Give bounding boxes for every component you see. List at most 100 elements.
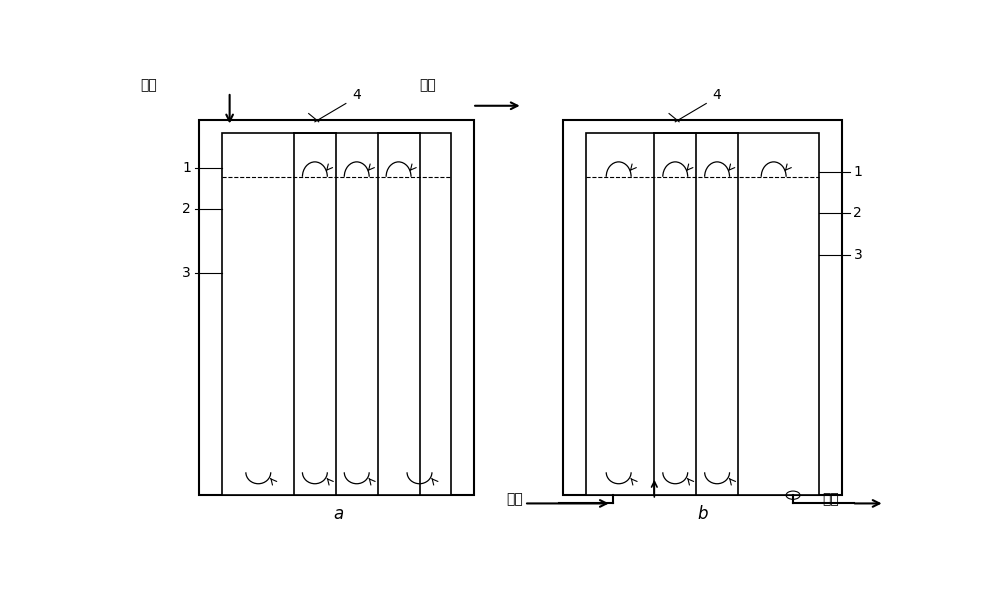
Polygon shape <box>720 377 734 393</box>
Polygon shape <box>703 464 716 479</box>
Polygon shape <box>651 262 664 278</box>
Polygon shape <box>790 435 804 450</box>
Polygon shape <box>383 420 396 436</box>
Polygon shape <box>243 449 257 465</box>
Polygon shape <box>764 220 778 235</box>
Polygon shape <box>313 162 326 178</box>
Polygon shape <box>590 306 604 321</box>
Polygon shape <box>677 220 691 235</box>
Polygon shape <box>625 134 638 149</box>
Polygon shape <box>269 406 282 422</box>
Polygon shape <box>642 162 656 178</box>
Polygon shape <box>747 248 760 264</box>
Polygon shape <box>685 176 699 192</box>
Polygon shape <box>598 291 612 307</box>
Polygon shape <box>356 464 370 479</box>
Polygon shape <box>295 392 309 408</box>
Polygon shape <box>304 291 317 307</box>
Polygon shape <box>729 277 743 293</box>
Polygon shape <box>269 205 282 221</box>
Polygon shape <box>616 291 629 307</box>
Polygon shape <box>330 334 344 350</box>
Polygon shape <box>799 306 813 321</box>
Polygon shape <box>616 205 629 221</box>
Polygon shape <box>738 205 751 221</box>
Polygon shape <box>373 262 387 278</box>
Polygon shape <box>747 191 760 206</box>
Polygon shape <box>807 234 816 249</box>
Polygon shape <box>668 205 682 221</box>
Polygon shape <box>625 420 638 436</box>
Polygon shape <box>313 277 326 293</box>
Polygon shape <box>747 392 760 408</box>
Text: 进水: 进水 <box>506 492 523 506</box>
Polygon shape <box>747 420 760 436</box>
Polygon shape <box>720 464 734 479</box>
Polygon shape <box>685 148 699 164</box>
Polygon shape <box>695 478 708 493</box>
Polygon shape <box>383 363 396 378</box>
Polygon shape <box>598 205 612 221</box>
Polygon shape <box>782 420 795 436</box>
Polygon shape <box>365 478 379 493</box>
Polygon shape <box>339 176 352 192</box>
Polygon shape <box>677 277 691 293</box>
Polygon shape <box>313 334 326 350</box>
Polygon shape <box>642 134 656 149</box>
Polygon shape <box>773 435 786 450</box>
Polygon shape <box>226 306 239 321</box>
Polygon shape <box>773 349 786 364</box>
Polygon shape <box>782 449 795 465</box>
Polygon shape <box>607 277 621 293</box>
Polygon shape <box>330 191 344 206</box>
Polygon shape <box>607 449 621 465</box>
Polygon shape <box>261 363 274 378</box>
Polygon shape <box>807 435 816 450</box>
Polygon shape <box>226 449 239 465</box>
Polygon shape <box>261 334 274 350</box>
Polygon shape <box>234 291 248 307</box>
Polygon shape <box>782 220 795 235</box>
Polygon shape <box>598 262 612 278</box>
Polygon shape <box>383 392 396 408</box>
Polygon shape <box>799 363 813 378</box>
Polygon shape <box>435 392 448 408</box>
Polygon shape <box>677 449 691 465</box>
Polygon shape <box>286 234 300 249</box>
Polygon shape <box>755 349 769 364</box>
Polygon shape <box>443 377 448 393</box>
Polygon shape <box>261 134 274 149</box>
Polygon shape <box>598 377 612 393</box>
Polygon shape <box>782 363 795 378</box>
Polygon shape <box>685 377 699 393</box>
Polygon shape <box>807 406 816 422</box>
Polygon shape <box>738 148 751 164</box>
Polygon shape <box>790 406 804 422</box>
Polygon shape <box>365 306 379 321</box>
Polygon shape <box>426 406 439 422</box>
Polygon shape <box>400 134 414 149</box>
Polygon shape <box>642 220 656 235</box>
Polygon shape <box>807 291 816 307</box>
Polygon shape <box>417 334 431 350</box>
Polygon shape <box>633 234 647 249</box>
Polygon shape <box>321 291 335 307</box>
Polygon shape <box>790 464 804 479</box>
Polygon shape <box>269 464 282 479</box>
Polygon shape <box>426 320 439 336</box>
Polygon shape <box>782 248 795 264</box>
Polygon shape <box>773 234 786 249</box>
Polygon shape <box>720 406 734 422</box>
Polygon shape <box>426 464 439 479</box>
Polygon shape <box>782 191 795 206</box>
Polygon shape <box>295 363 309 378</box>
Polygon shape <box>408 176 422 192</box>
Polygon shape <box>625 306 638 321</box>
Polygon shape <box>616 349 629 364</box>
Polygon shape <box>373 291 387 307</box>
Polygon shape <box>435 162 448 178</box>
Polygon shape <box>782 277 795 293</box>
Polygon shape <box>782 134 795 149</box>
Polygon shape <box>313 392 326 408</box>
Polygon shape <box>261 306 274 321</box>
